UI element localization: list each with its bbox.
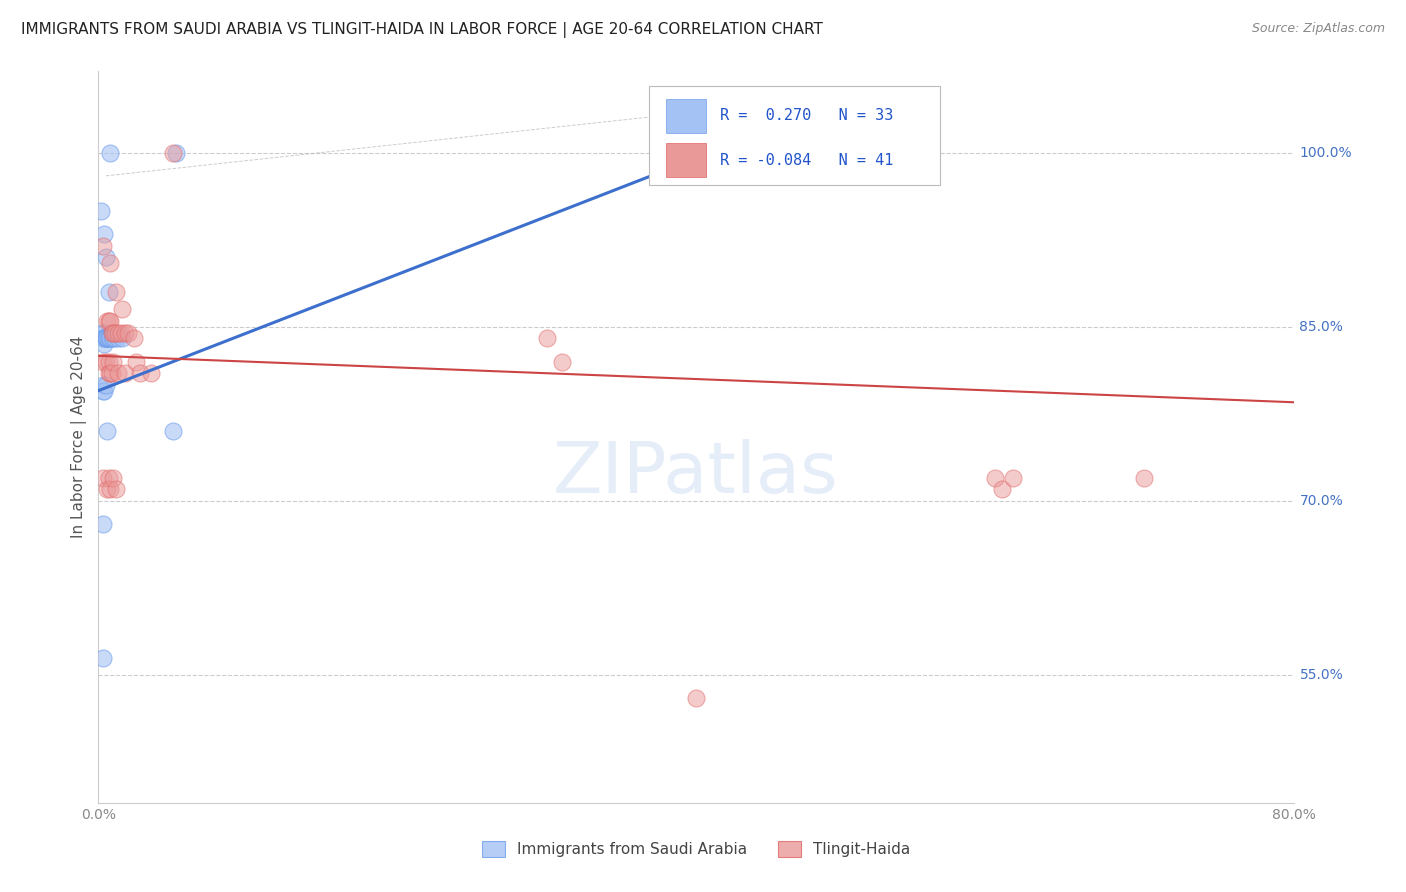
Point <box>107 331 129 345</box>
Point <box>96 483 118 497</box>
Point <box>104 331 127 345</box>
Point <box>91 384 114 398</box>
Point <box>96 331 118 345</box>
Point <box>107 326 129 340</box>
Point <box>97 471 120 485</box>
Text: ZIPatlas: ZIPatlas <box>553 439 839 508</box>
Point <box>94 331 117 345</box>
Point <box>97 354 120 368</box>
Point <box>98 145 122 160</box>
Point <box>101 326 124 340</box>
Point <box>125 354 148 368</box>
Point <box>91 326 114 340</box>
Point <box>105 483 128 497</box>
Point <box>1133 471 1156 485</box>
Point <box>98 256 122 270</box>
Point <box>94 331 117 345</box>
Point <box>984 471 1007 485</box>
Text: 70.0%: 70.0% <box>1299 494 1343 508</box>
Legend: Immigrants from Saudi Arabia, Tlingit-Haida: Immigrants from Saudi Arabia, Tlingit-Ha… <box>482 841 910 857</box>
Point <box>165 145 187 160</box>
Point <box>98 331 122 345</box>
Point <box>97 285 120 299</box>
Point <box>550 354 572 368</box>
Point <box>94 331 117 345</box>
Text: Source: ZipAtlas.com: Source: ZipAtlas.com <box>1251 22 1385 36</box>
Point <box>139 366 162 380</box>
Point <box>96 314 118 328</box>
Point <box>91 377 114 392</box>
Point <box>114 326 136 340</box>
Point <box>98 366 122 380</box>
Text: IMMIGRANTS FROM SAUDI ARABIA VS TLINGIT-HAIDA IN LABOR FORCE | AGE 20-64 CORRELA: IMMIGRANTS FROM SAUDI ARABIA VS TLINGIT-… <box>21 22 823 38</box>
Point <box>97 314 120 328</box>
Point <box>162 145 184 160</box>
Point <box>93 384 115 398</box>
Point <box>101 366 124 380</box>
Point <box>98 314 122 328</box>
Y-axis label: In Labor Force | Age 20-64: In Labor Force | Age 20-64 <box>72 336 87 538</box>
Point <box>98 483 122 497</box>
Point <box>93 331 115 345</box>
Text: 55.0%: 55.0% <box>1299 668 1343 682</box>
Point <box>91 326 114 340</box>
Point <box>110 326 132 340</box>
Point <box>91 650 114 665</box>
Point <box>91 331 114 345</box>
Point <box>1001 471 1024 485</box>
Point <box>90 203 112 218</box>
Point <box>94 250 117 264</box>
Point <box>93 337 115 351</box>
Point <box>111 331 134 345</box>
Point <box>91 471 114 485</box>
Point <box>93 331 115 345</box>
Point <box>91 354 114 368</box>
Point <box>93 227 115 241</box>
Point <box>685 691 707 706</box>
Point <box>104 326 127 340</box>
Point <box>103 331 125 345</box>
Point <box>91 238 114 252</box>
Point <box>96 331 118 345</box>
Point <box>97 366 120 380</box>
Point <box>117 326 139 340</box>
Point <box>103 354 125 368</box>
Point <box>94 354 117 368</box>
Point <box>97 331 120 345</box>
Point <box>91 517 114 532</box>
Point <box>96 424 118 438</box>
Point <box>111 302 134 317</box>
Point <box>536 331 558 345</box>
Point <box>114 366 136 380</box>
Point <box>94 377 117 392</box>
Point <box>129 366 152 380</box>
Point <box>991 483 1014 497</box>
Point <box>103 326 125 340</box>
Point <box>162 424 184 438</box>
Point <box>124 331 146 345</box>
Point <box>107 366 129 380</box>
Point <box>103 471 125 485</box>
Text: 100.0%: 100.0% <box>1299 145 1353 160</box>
Point <box>105 285 128 299</box>
Text: R =  0.270   N = 33: R = 0.270 N = 33 <box>720 108 893 123</box>
Text: R = -0.084   N = 41: R = -0.084 N = 41 <box>720 153 893 168</box>
Point <box>97 331 120 345</box>
Text: 85.0%: 85.0% <box>1299 320 1343 334</box>
Point <box>101 331 124 345</box>
